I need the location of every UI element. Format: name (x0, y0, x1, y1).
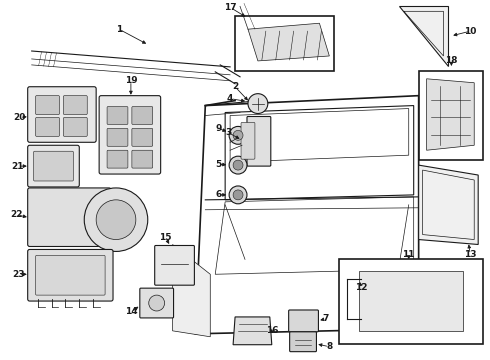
FancyBboxPatch shape (290, 332, 317, 352)
FancyBboxPatch shape (247, 117, 271, 166)
FancyBboxPatch shape (241, 122, 255, 159)
Circle shape (233, 160, 243, 170)
Text: 14: 14 (124, 307, 137, 316)
Circle shape (84, 188, 148, 251)
Circle shape (233, 130, 243, 140)
Text: 4: 4 (227, 94, 233, 103)
Circle shape (229, 126, 247, 144)
Text: 8: 8 (326, 342, 333, 351)
FancyBboxPatch shape (155, 246, 195, 285)
Text: 16: 16 (266, 326, 278, 335)
Text: 11: 11 (402, 250, 415, 259)
Circle shape (96, 200, 136, 239)
Text: 19: 19 (124, 76, 137, 85)
Text: 21: 21 (12, 162, 24, 171)
FancyBboxPatch shape (107, 129, 128, 146)
Polygon shape (399, 6, 448, 66)
FancyBboxPatch shape (28, 249, 113, 301)
Text: 18: 18 (445, 57, 458, 66)
FancyBboxPatch shape (140, 288, 173, 318)
FancyBboxPatch shape (36, 117, 59, 136)
FancyBboxPatch shape (289, 310, 318, 332)
Polygon shape (359, 271, 464, 331)
Polygon shape (172, 244, 210, 337)
FancyBboxPatch shape (99, 96, 161, 174)
FancyBboxPatch shape (63, 117, 87, 136)
Circle shape (149, 295, 165, 311)
Polygon shape (418, 165, 478, 244)
Text: 7: 7 (322, 314, 329, 323)
Text: 23: 23 (13, 270, 25, 279)
Text: 2: 2 (232, 82, 238, 91)
Circle shape (229, 156, 247, 174)
FancyBboxPatch shape (107, 107, 128, 125)
Text: 5: 5 (215, 159, 221, 168)
Text: 6: 6 (215, 190, 221, 199)
Text: 22: 22 (10, 210, 23, 219)
FancyBboxPatch shape (28, 188, 111, 247)
Text: 1: 1 (116, 25, 122, 34)
Bar (418, 71, 483, 160)
Polygon shape (248, 23, 329, 61)
Text: 3: 3 (225, 128, 231, 137)
Text: 13: 13 (464, 250, 476, 259)
FancyBboxPatch shape (132, 150, 153, 168)
FancyBboxPatch shape (36, 96, 59, 114)
Polygon shape (427, 79, 474, 150)
Text: 15: 15 (159, 233, 172, 242)
FancyBboxPatch shape (34, 151, 74, 181)
FancyBboxPatch shape (132, 107, 153, 125)
Circle shape (248, 94, 268, 113)
Text: 20: 20 (14, 113, 26, 122)
Text: 10: 10 (464, 27, 476, 36)
Bar (235, 16, 334, 71)
Bar (339, 260, 483, 344)
FancyBboxPatch shape (28, 87, 96, 142)
Text: 9: 9 (215, 124, 221, 133)
Circle shape (233, 190, 243, 200)
Polygon shape (233, 317, 272, 345)
FancyBboxPatch shape (132, 129, 153, 146)
FancyBboxPatch shape (36, 255, 105, 295)
FancyBboxPatch shape (28, 145, 79, 187)
FancyBboxPatch shape (107, 150, 128, 168)
Circle shape (229, 186, 247, 204)
Text: 12: 12 (355, 283, 368, 292)
FancyBboxPatch shape (63, 96, 87, 114)
Text: 17: 17 (224, 3, 237, 12)
